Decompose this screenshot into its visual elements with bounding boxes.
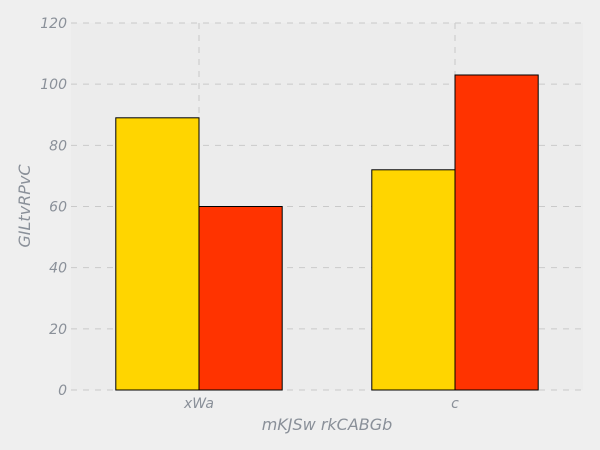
y-tick-label: 80 [49, 138, 67, 154]
y-tick-label: 20 [49, 322, 67, 338]
x-axis-label: mKJSw rkCABGb [262, 415, 393, 434]
bars [115, 74, 539, 391]
x-tick-labels: xWa c [183, 396, 459, 412]
y-tick-label: 120 [40, 16, 67, 32]
bar-c-series-1 [371, 169, 456, 391]
x-tick-label: xWa [183, 396, 214, 412]
y-tick-label: 60 [49, 200, 67, 216]
y-tick-labels: 0 20 40 60 80 100 120 [40, 16, 67, 399]
y-axis-label: GILtvRPvC [15, 164, 34, 248]
bar-xWa-series-2 [198, 206, 283, 391]
bar-xWa-series-1 [115, 117, 200, 391]
y-tick-label: 0 [58, 383, 67, 399]
y-tick-label: 40 [49, 261, 67, 277]
bar-c-series-2 [454, 74, 539, 391]
x-tick-label: c [451, 396, 459, 412]
y-tick-label: 100 [40, 77, 67, 93]
